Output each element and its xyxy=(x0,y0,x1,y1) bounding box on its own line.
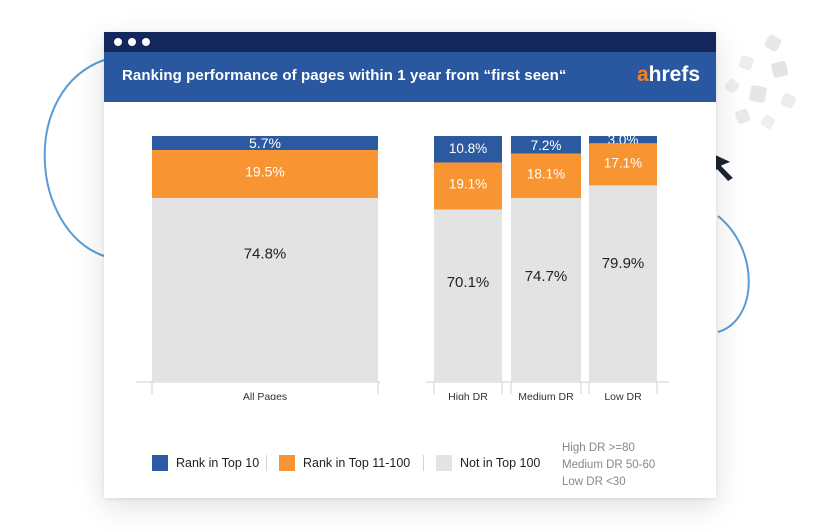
bar-segment-top11-100 xyxy=(152,150,378,198)
bar-value-label: 79.9% xyxy=(602,255,645,272)
x-tick-label: High DR xyxy=(448,391,488,400)
bar-value-label: 18.1% xyxy=(527,167,565,182)
x-tick-label: Low DR xyxy=(604,391,642,400)
window-dot[interactable] xyxy=(142,38,150,46)
bar-value-label: 74.8% xyxy=(244,246,287,263)
legend-swatch-icon xyxy=(436,455,452,471)
window-dot[interactable] xyxy=(128,38,136,46)
bar-value-label: 10.8% xyxy=(449,141,487,156)
left-decor-arc xyxy=(43,59,105,257)
dr-note-low: Low DR <30 xyxy=(562,476,626,488)
bar-segment-top10 xyxy=(152,136,378,151)
bar-value-label: 17.1% xyxy=(604,155,642,170)
chart-title: Ranking performance of pages within 1 ye… xyxy=(122,67,567,84)
stacked-bar-chart: 5.7% 19.5% 74.8% All Pages 10.8% 19.1% 70.1% Hi… xyxy=(136,133,669,400)
chart-header: Ranking performance of pages within 1 ye… xyxy=(104,52,716,102)
legend-label: Not in Top 100 xyxy=(460,456,541,470)
legend-swatch-icon xyxy=(152,455,168,471)
legend-label: Rank in Top 10 xyxy=(176,456,260,470)
legend-label: Rank in Top 11-100 xyxy=(303,456,411,470)
bar-segment-not-top100 xyxy=(152,197,378,382)
legend-divider xyxy=(266,455,267,471)
window-titlebar xyxy=(104,32,716,52)
dr-note-medium: Medium DR 50-60 xyxy=(562,459,656,471)
x-tick-label: Medium DR xyxy=(518,391,574,400)
bar-segment-top10 xyxy=(589,136,657,144)
bar-segment-not-top100 xyxy=(589,185,657,382)
x-tick-label: All Pages xyxy=(243,391,287,400)
window-dot[interactable] xyxy=(114,38,122,46)
scattered-squares-icon xyxy=(724,34,796,130)
bar-value-label: 5.7% xyxy=(249,135,281,151)
app-window: Ranking performance of pages within 1 ye… xyxy=(104,32,716,498)
bar-value-label: 7.2% xyxy=(531,138,562,153)
bar-value-label: 19.1% xyxy=(449,177,487,192)
legend-divider xyxy=(423,455,424,471)
bar-segment-top10 xyxy=(434,136,502,163)
bar-segment-top11-100 xyxy=(589,143,657,186)
bar-segment-not-top100 xyxy=(511,198,581,382)
dr-note-high: High DR >=80 xyxy=(562,442,635,454)
bar-segment-not-top100 xyxy=(434,209,502,382)
right-decor-arc xyxy=(717,215,750,333)
bar-segment-top11-100 xyxy=(511,153,581,199)
bar-value-label: 74.7% xyxy=(525,268,568,285)
bar-value-label: 19.5% xyxy=(245,164,285,180)
ahrefs-logo: ahrefs xyxy=(636,63,700,86)
bar-segment-top11-100 xyxy=(434,162,502,210)
bar-value-label: 70.1% xyxy=(447,274,490,291)
legend-swatch-icon xyxy=(279,455,295,471)
bar-segment-top10 xyxy=(511,136,581,154)
